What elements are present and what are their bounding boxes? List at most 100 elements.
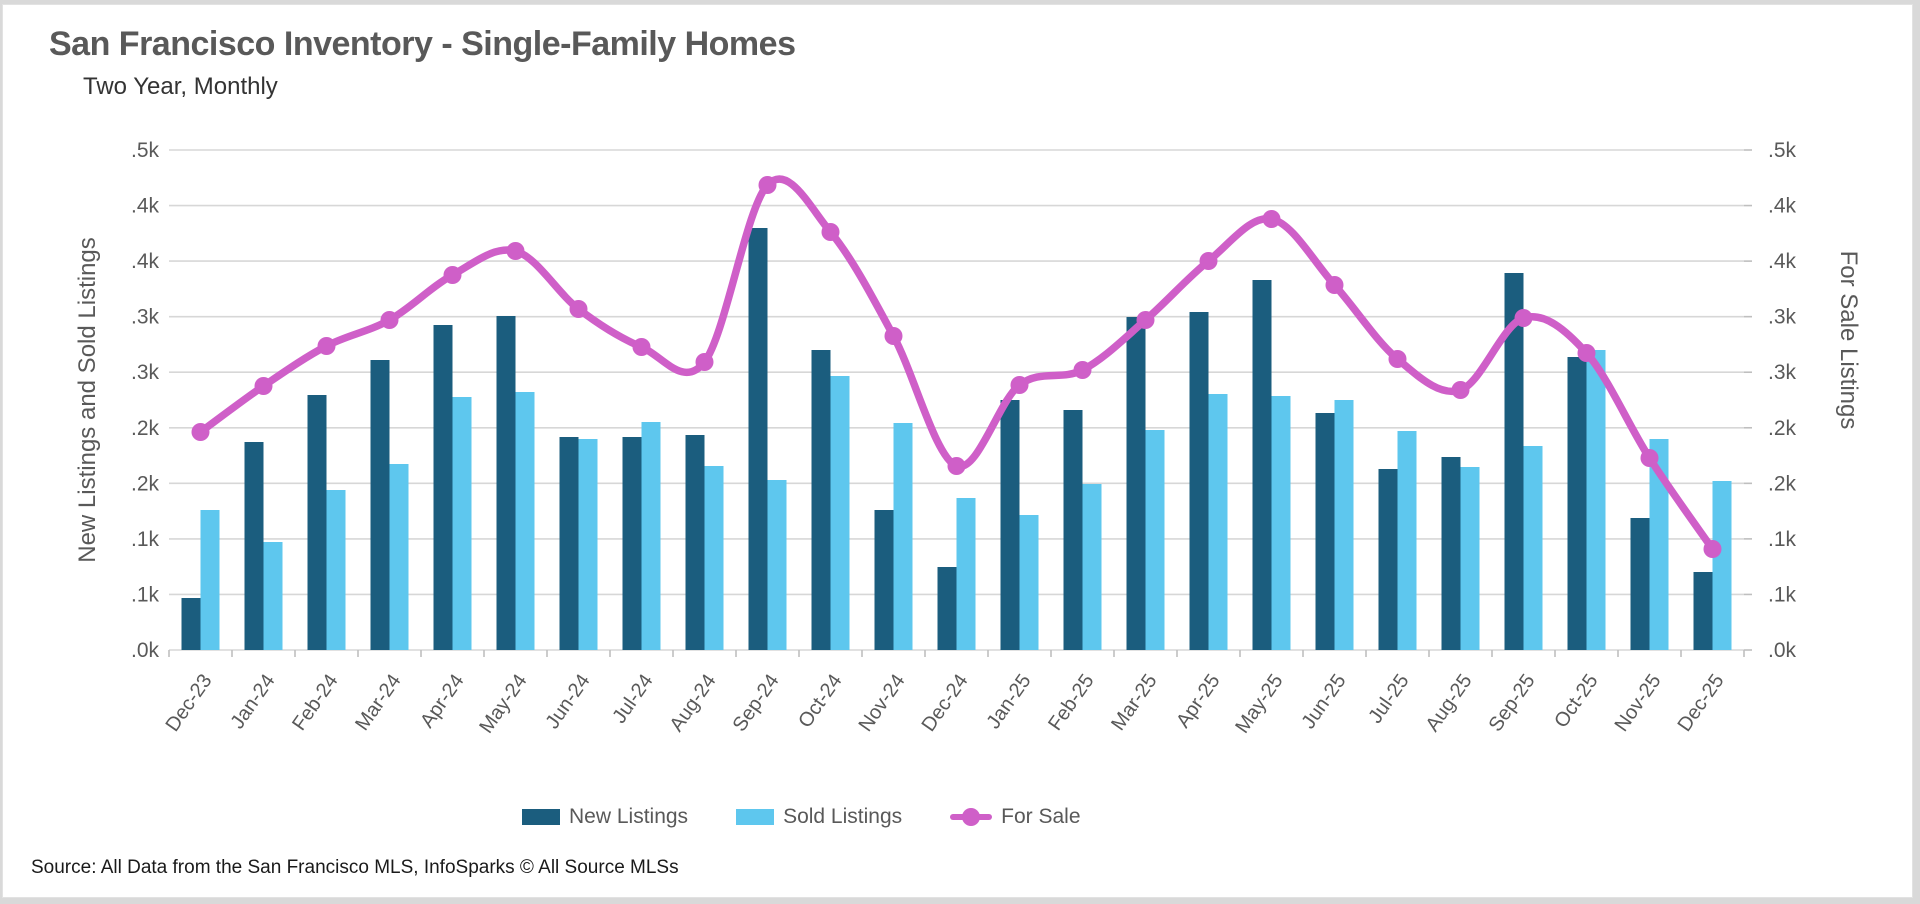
bar-sold-listings [1145,430,1165,650]
bar-sold-listings [1460,467,1480,650]
x-axis-label: Mar-25 [1107,670,1161,735]
for-sale-point [380,311,399,329]
legend-label-new-listings: New Listings [569,805,689,828]
right-axis-title: For Sale Listings [1835,251,1862,430]
for-sale-point [947,457,966,475]
legend-item-sold-listings: Sold Listings [736,805,902,829]
bar-new-listings [1693,572,1713,650]
y-axis-label-left: .0k [131,639,160,662]
x-axis-label: Aug-25 [1422,670,1477,735]
for-sale-point [821,223,840,241]
for-sale-point [1703,540,1722,558]
for-sale-point [1451,381,1470,399]
bar-new-listings [1252,280,1272,650]
bar-new-listings [559,437,579,650]
bar-sold-listings [830,376,850,650]
bar-new-listings [1126,317,1146,650]
bar-new-listings [1378,469,1398,650]
y-axis-label-right: .3k [1768,361,1797,384]
bar-sold-listings [704,466,724,650]
bar-new-listings [496,316,516,650]
for-sale-point [317,337,336,355]
page-title: San Francisco Inventory - Single-Family … [49,25,796,63]
bar-new-listings [874,510,894,650]
x-axis-label: Nov-24 [855,670,910,735]
for-sale-point [695,353,714,371]
bar-sold-listings [1523,446,1543,650]
bar-new-listings [685,435,705,650]
chart-card: San Francisco Inventory - Single-Family … [2,4,1913,898]
sold-listings-swatch-icon [736,809,775,825]
bar-new-listings [1630,518,1650,650]
for-sale-point [1136,311,1155,329]
x-axis-label: May-25 [1231,670,1287,737]
bar-sold-listings [956,498,976,650]
x-axis-label: Dec-24 [918,670,973,735]
y-axis-label-left: .4k [131,250,160,273]
bar-new-listings [1441,457,1461,650]
y-axis-label-left: .5k [131,139,160,162]
for-sale-point [758,176,777,194]
bar-sold-listings [1649,439,1669,650]
for-sale-point [884,327,903,345]
bar-sold-listings [515,392,535,650]
bar-sold-listings [326,490,346,650]
x-axis-label: Oct-24 [794,670,846,732]
new-listings-swatch-icon [522,809,560,825]
y-axis-label-left: .3k [131,306,160,329]
for-sale-point [1073,361,1092,379]
for-sale-line [196,175,1717,553]
for-sale-point [506,242,525,260]
x-axis-label: Jun-24 [541,670,594,733]
bar-sold-listings [452,397,472,650]
bar-new-listings [1315,413,1335,650]
x-axis-label: Dec-25 [1674,670,1729,735]
bar-sold-listings [1082,484,1102,650]
x-axis-label: Feb-25 [1044,670,1098,735]
bar-sold-listings [767,480,787,650]
y-axis-label-left: .1k [131,528,160,551]
source-note: Source: All Data from the San Francisco … [31,857,679,878]
chart-legend: New Listings Sold Listings For Sale [522,805,1081,829]
bar-new-listings [433,325,453,650]
x-axis-label: Oct-25 [1550,670,1602,732]
bar-new-listings [622,437,642,650]
x-axis-label: Jul-25 [1364,670,1413,727]
chart-canvas: .5k .5k .4k .4k .4k .4k .3k .3k .3k .3k .2k .2k .2k.… [74,139,1862,738]
x-axis-label: Mar-24 [351,670,405,735]
y-axis-label-right: .4k [1768,250,1797,273]
y-axis-label-right: .2k [1768,472,1797,495]
page-subtitle: Two Year, Monthly [83,73,278,100]
for-sale-point [569,300,588,318]
y-axis-label-right: .5k [1768,139,1797,162]
x-axis-label: Jun-25 [1297,670,1350,733]
x-axis-label: Jul-24 [608,670,657,727]
left-axis-title: New Listings and Sold Listings [74,237,101,563]
bar-sold-listings [263,542,283,650]
for-sale-point [1199,252,1218,270]
x-axis-label: Jan-24 [226,670,279,733]
bar-sold-listings [1208,394,1228,650]
y-axis-label-right: .0k [1768,639,1797,662]
bar-new-listings [1504,273,1524,650]
bar-new-listings [748,228,768,650]
inventory-combo-chart: .5k .5k .4k .4k .4k .4k .3k .3k .3k .3k .2k .2k .2k.… [3,5,1912,897]
bar-new-listings [1063,410,1083,650]
y-axis-label-left: .2k [131,417,160,440]
bar-sold-listings [893,423,913,650]
x-axis-label: Apr-24 [416,670,468,732]
bar-sold-listings [389,464,409,650]
bar-new-listings [811,350,831,650]
bar-new-listings [370,360,390,650]
bar-new-listings [1567,357,1587,650]
x-axis-label: Nov-25 [1611,670,1666,735]
legend-item-for-sale: For Sale [950,805,1081,829]
for-sale-point [1640,449,1659,467]
x-axis-label: May-24 [475,670,531,737]
bar-new-listings [244,442,264,650]
y-axis-label-left: .3k [131,361,160,384]
bar-sold-listings [1397,431,1417,650]
for-sale-point [1388,350,1407,368]
x-axis-label: Sep-24 [729,670,784,735]
for-sale-point [632,338,651,356]
